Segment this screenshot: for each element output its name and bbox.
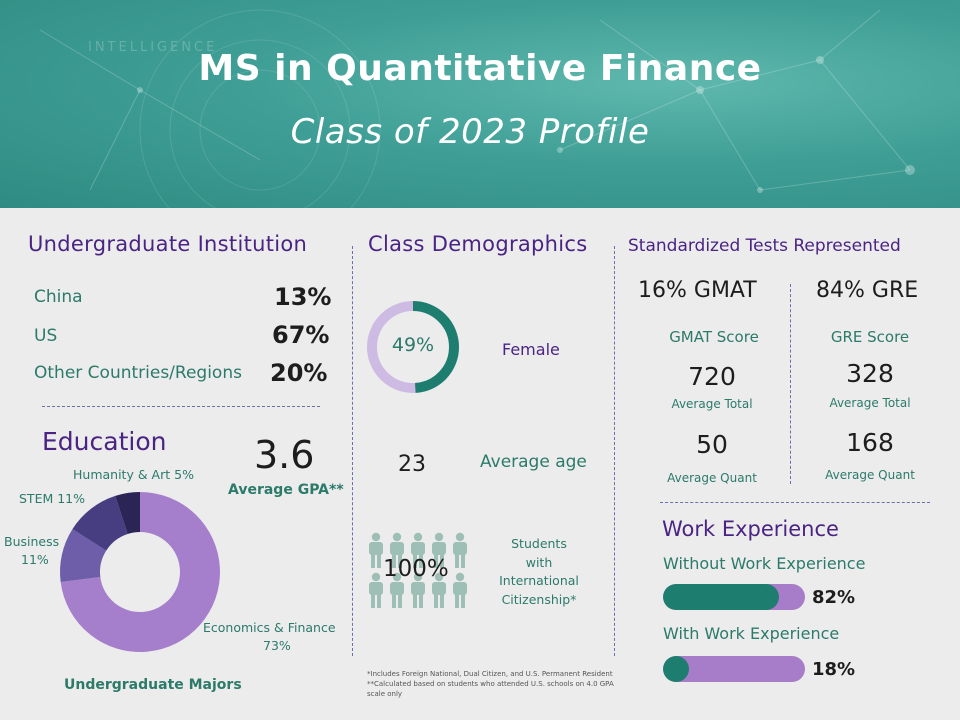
with-work-bar (663, 656, 805, 682)
tests-divider (790, 284, 791, 484)
donut-slice-business (60, 529, 107, 583)
gmat-average-quant-label: Average Quant (667, 471, 757, 485)
institution-value-china: 13% (274, 283, 332, 311)
gre-average-total-label: Average Total (829, 396, 911, 410)
without-work-percent: 82% (812, 587, 856, 608)
network-background (39, 9, 915, 208)
majors-label-stem: STEM 11% (19, 491, 86, 506)
gre-average-quant: 168 (846, 428, 894, 457)
column-divider-left (352, 246, 353, 656)
person-icon (453, 572, 467, 608)
donut-slice-humanity-art (115, 492, 140, 534)
female-ring-arc (367, 301, 459, 393)
person-icon (432, 572, 446, 608)
footnote-line: scale only (367, 690, 403, 698)
gmat-average-quant: 50 (696, 430, 728, 459)
people-icon-grid (369, 532, 467, 608)
international-label: Students with International Citizenship* (484, 535, 594, 609)
female-label: Female (502, 340, 560, 359)
person-icon (369, 572, 383, 608)
footnote-line: **Calculated based on students who atten… (367, 680, 614, 688)
donut-slice-economics-finance (60, 492, 220, 652)
international-label-line: with (525, 554, 553, 570)
international-label-line: International (499, 573, 579, 588)
majors-label-business-pct: 11% (21, 552, 49, 567)
with-work-label: With Work Experience (663, 624, 840, 643)
person-icon (369, 532, 383, 568)
gmat-average-total-label: Average Total (671, 397, 753, 411)
gre-average-quant-label: Average Quant (825, 468, 915, 482)
column-divider-right (614, 246, 615, 656)
institution-label-us: US (34, 326, 58, 346)
majors-caption: Undergraduate Majors (64, 677, 242, 693)
average-age-label: Average age (480, 452, 587, 472)
work-experience-heading: Work Experience (662, 517, 839, 541)
institution-label-other: Other Countries/Regions (34, 363, 242, 383)
person-icon (390, 532, 404, 568)
footnotes: *Includes Foreign National, Dual Citizen… (367, 669, 614, 699)
education-heading: Education (42, 427, 167, 456)
gre-percent: 84% GRE (816, 278, 919, 303)
gmat-score-title: GMAT Score (669, 328, 759, 346)
with-work-bar-fill (663, 656, 689, 682)
demographics-heading: Class Demographics (368, 232, 588, 256)
gmat-average-total: 720 (688, 362, 736, 391)
without-work-bar-fill (663, 584, 780, 610)
person-icon (411, 532, 425, 568)
without-work-label: Without Work Experience (663, 554, 866, 573)
donut-slice-stem (72, 495, 128, 551)
page-subtitle: Class of 2023 Profile (290, 112, 650, 152)
tests-work-divider (660, 502, 930, 503)
female-ring-chart (367, 301, 459, 393)
majors-label-business-name: Business (4, 534, 60, 549)
header-banner: INTELLIGENCE MS in Quantitative Finance … (0, 0, 960, 208)
tests-heading: Standardized Tests Represented (628, 236, 901, 256)
institution-divider (42, 406, 320, 407)
with-work-percent: 18% (812, 659, 856, 680)
without-work-bar (663, 584, 805, 610)
background-watermark-text: INTELLIGENCE (88, 40, 218, 55)
footnote-line: *Includes Foreign National, Dual Citizen… (367, 670, 613, 678)
person-icon (453, 532, 467, 568)
person-icon (390, 572, 404, 608)
majors-label-humanity: Humanity & Art 5% (73, 467, 194, 482)
undergrad-institution-heading: Undergraduate Institution (28, 232, 308, 256)
gpa-value: 3.6 (254, 433, 315, 477)
page-title: MS in Quantitative Finance (198, 48, 762, 89)
person-icon (411, 572, 425, 608)
majors-label-econ-name: Economics & Finance (203, 620, 336, 635)
institution-label-china: China (34, 287, 83, 307)
gre-average-total: 328 (846, 359, 894, 388)
international-label-line: Citizenship* (501, 591, 577, 607)
institution-value-us: 67% (272, 321, 330, 349)
international-label-line: Students (511, 536, 567, 551)
person-icon (432, 532, 446, 568)
institution-value-other: 20% (270, 359, 328, 387)
international-value: 100% (383, 556, 449, 582)
gpa-label: Average GPA** (228, 482, 344, 498)
gmat-percent: 16% GMAT (638, 278, 757, 303)
female-percent: 49% (391, 334, 435, 356)
majors-donut-chart (60, 492, 220, 652)
gre-score-title: GRE Score (830, 328, 910, 346)
majors-label-econ-pct: 73% (263, 638, 291, 653)
average-age-value: 23 (398, 452, 426, 477)
